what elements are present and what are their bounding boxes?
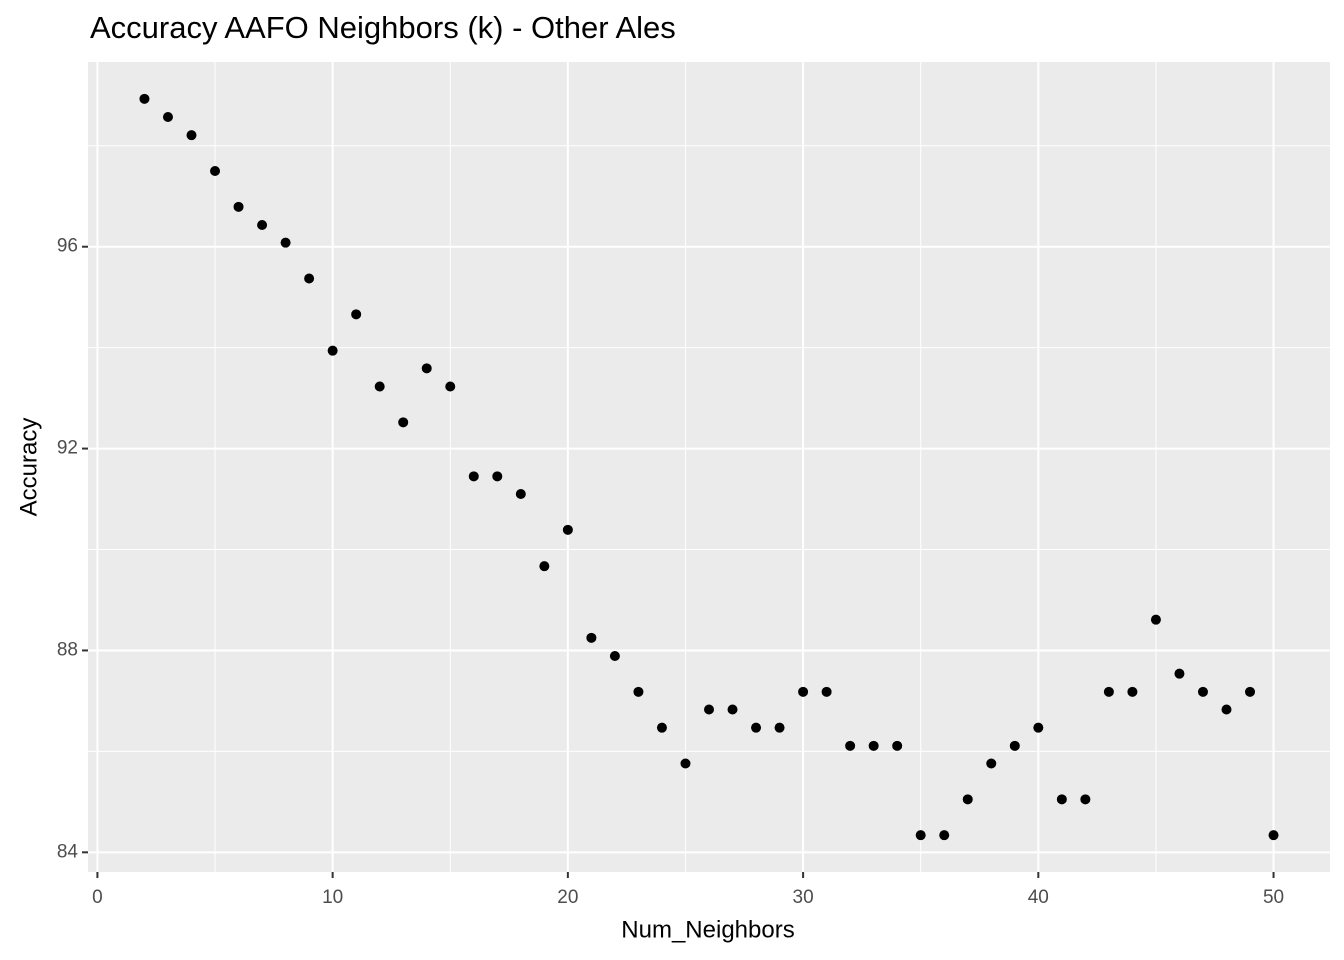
point bbox=[1197, 686, 1208, 697]
point bbox=[986, 758, 997, 769]
x-tick-label: 30 bbox=[793, 887, 814, 908]
point bbox=[939, 830, 950, 841]
point bbox=[139, 93, 150, 104]
point bbox=[680, 758, 691, 769]
point bbox=[445, 381, 456, 392]
point bbox=[162, 112, 173, 123]
point bbox=[1009, 740, 1020, 751]
point bbox=[492, 471, 503, 482]
point bbox=[704, 704, 714, 715]
y-tick-label: 96 bbox=[57, 236, 78, 257]
point bbox=[327, 345, 338, 356]
point bbox=[845, 740, 856, 751]
point bbox=[233, 201, 244, 212]
point bbox=[1103, 686, 1114, 697]
point bbox=[280, 237, 291, 248]
y-tick-label: 88 bbox=[57, 639, 78, 660]
chart-title: Accuracy AAFO Neighbors (k) - Other Ales bbox=[90, 10, 676, 45]
point bbox=[257, 220, 268, 231]
point bbox=[515, 489, 526, 499]
point bbox=[633, 686, 644, 697]
point bbox=[656, 722, 667, 733]
point bbox=[421, 363, 432, 374]
point bbox=[1174, 668, 1185, 679]
x-tick-label: 50 bbox=[1263, 887, 1284, 908]
point bbox=[609, 651, 620, 661]
point bbox=[821, 686, 832, 697]
panel bbox=[88, 62, 1330, 872]
point bbox=[774, 722, 785, 733]
point bbox=[868, 740, 879, 751]
x-tick-label: 0 bbox=[92, 887, 103, 908]
point bbox=[798, 686, 809, 697]
point bbox=[186, 130, 197, 141]
point bbox=[1056, 794, 1067, 805]
point bbox=[562, 524, 573, 535]
x-tick-label: 40 bbox=[1028, 887, 1049, 908]
point bbox=[1127, 686, 1138, 697]
point bbox=[892, 740, 903, 751]
point bbox=[210, 166, 221, 177]
point bbox=[1150, 614, 1161, 625]
point bbox=[398, 417, 409, 428]
point bbox=[586, 632, 597, 643]
point bbox=[1080, 794, 1091, 805]
y-tick-label: 92 bbox=[57, 438, 78, 459]
point bbox=[374, 381, 385, 392]
point bbox=[351, 309, 362, 320]
point bbox=[1221, 704, 1232, 715]
point bbox=[468, 471, 479, 482]
point bbox=[304, 273, 315, 284]
x-axis-title: Num_Neighbors bbox=[621, 916, 794, 943]
point bbox=[1245, 686, 1256, 697]
point bbox=[1268, 830, 1279, 841]
y-axis-title: Accuracy bbox=[15, 418, 42, 517]
y-tick-label: 84 bbox=[57, 841, 79, 862]
point bbox=[915, 830, 926, 841]
point bbox=[727, 704, 738, 715]
x-tick-label: 10 bbox=[322, 887, 343, 908]
point bbox=[1033, 722, 1044, 733]
point bbox=[962, 794, 973, 805]
point bbox=[539, 561, 550, 572]
x-tick-label: 20 bbox=[557, 887, 578, 908]
point bbox=[751, 722, 762, 733]
